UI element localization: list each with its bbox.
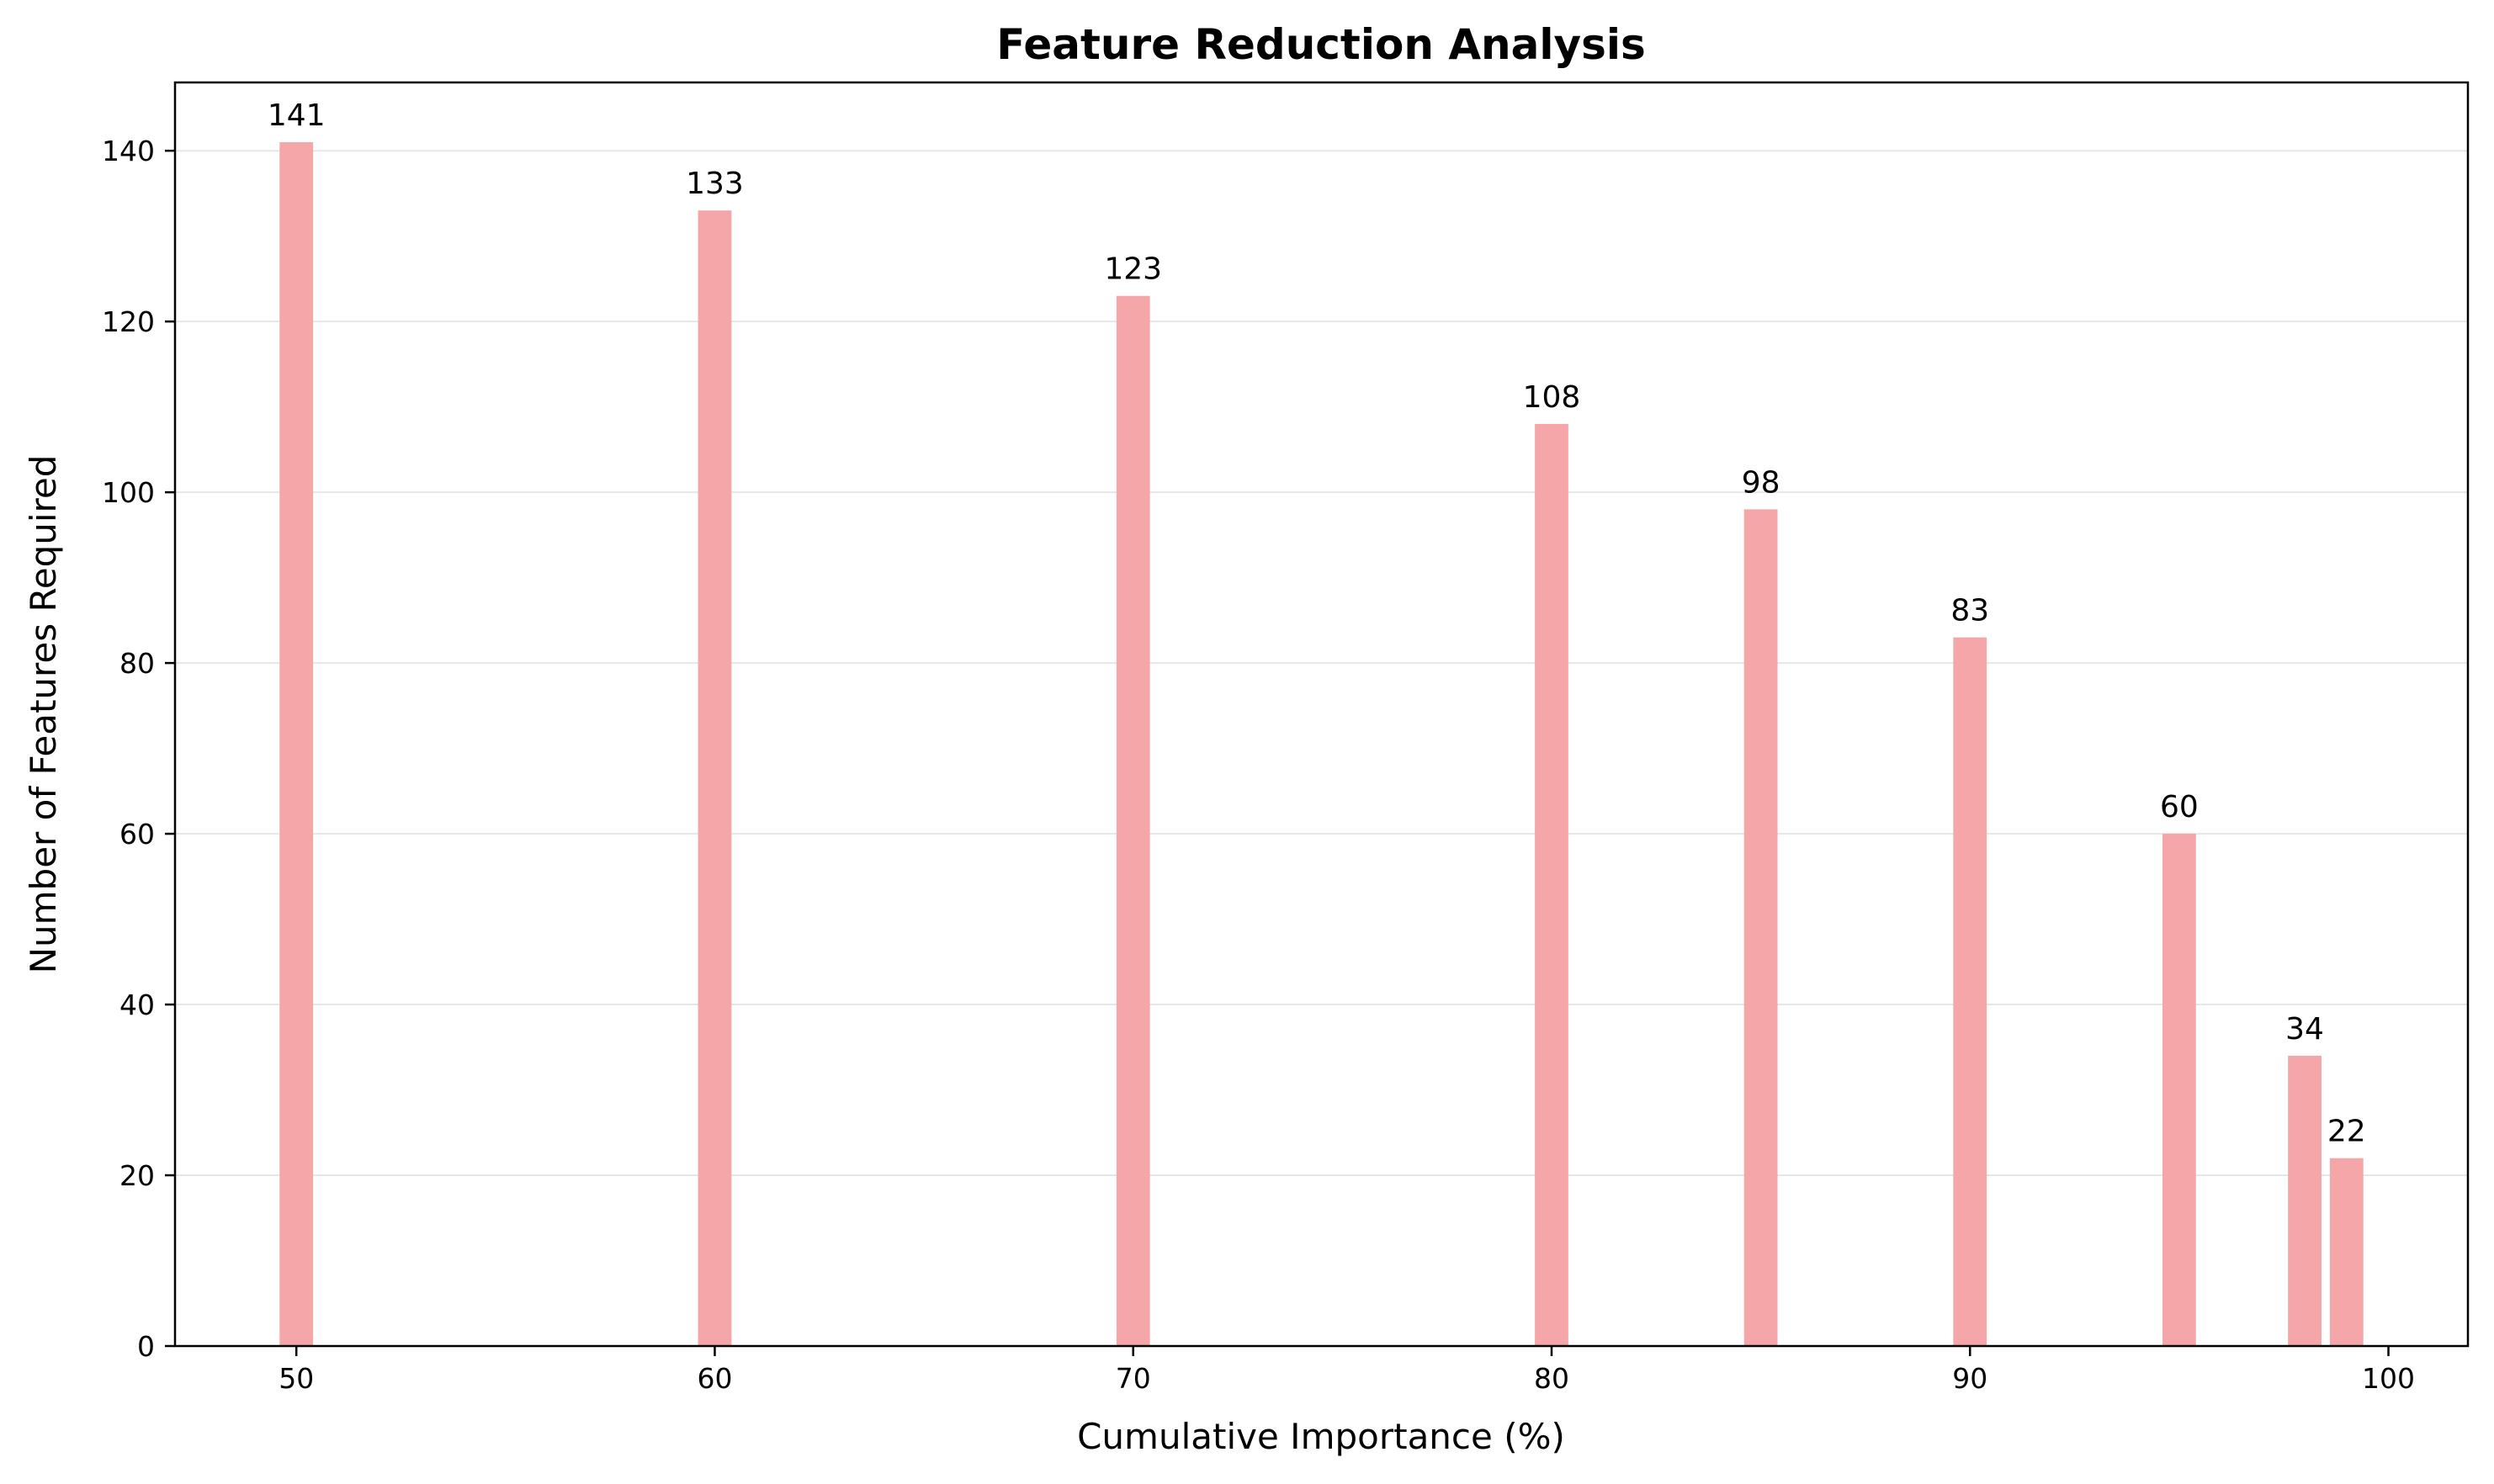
- y-tick-label-20: 20: [119, 1159, 155, 1192]
- data-labels: 141 133 123 108 98 83 60 34 22: [268, 98, 2366, 1149]
- bar-90: [1953, 637, 1987, 1346]
- x-axis-ticks: 50 60 70 80 90 100: [279, 1346, 2415, 1395]
- data-label-95: 60: [2160, 790, 2199, 824]
- y-tick-label-0: 0: [137, 1330, 155, 1363]
- y-tick-label-40: 40: [119, 988, 155, 1021]
- bar-98: [2288, 1055, 2322, 1346]
- y-tick-label-60: 60: [119, 818, 155, 851]
- plot-frame: [173, 81, 2470, 1348]
- data-label-85: 98: [1742, 465, 1780, 500]
- data-label-50: 141: [268, 98, 326, 133]
- y-tick-label-140: 140: [102, 135, 155, 167]
- bar-70: [1116, 295, 1150, 1347]
- x-axis-label: Cumulative Importance (%): [1077, 1416, 1565, 1457]
- x-tick-label-80: 80: [1534, 1362, 1569, 1395]
- bar-50: [279, 142, 314, 1347]
- data-label-70: 123: [1104, 252, 1162, 287]
- x-tick-label-90: 90: [1952, 1362, 1987, 1395]
- data-label-90: 83: [1950, 594, 1989, 628]
- data-label-99: 22: [2327, 1115, 2366, 1149]
- y-tick-label-100: 100: [102, 476, 155, 509]
- data-label-98: 34: [2285, 1012, 2324, 1047]
- bar-85: [1743, 509, 1778, 1346]
- y-gridlines: [175, 150, 2468, 1347]
- x-tick-label-100: 100: [2362, 1362, 2415, 1395]
- x-tick-label-50: 50: [279, 1362, 314, 1395]
- bars: [279, 142, 2364, 1347]
- y-tick-label-120: 120: [102, 305, 155, 338]
- y-tick-label-80: 80: [119, 647, 155, 680]
- chart-title: Feature Reduction Analysis: [996, 20, 1646, 69]
- x-tick-label-60: 60: [697, 1362, 732, 1395]
- data-label-80: 108: [1523, 380, 1581, 415]
- bar-99: [2329, 1158, 2364, 1346]
- bar-95: [2162, 834, 2196, 1346]
- bar-60: [698, 210, 732, 1346]
- bar-80: [1535, 423, 1568, 1347]
- y-axis-label: Number of Features Required: [23, 455, 64, 974]
- y-axis-ticks: 0 20 40 60 80 100 120 140: [102, 135, 175, 1363]
- data-label-60: 133: [686, 167, 744, 201]
- x-tick-label-70: 70: [1116, 1362, 1151, 1395]
